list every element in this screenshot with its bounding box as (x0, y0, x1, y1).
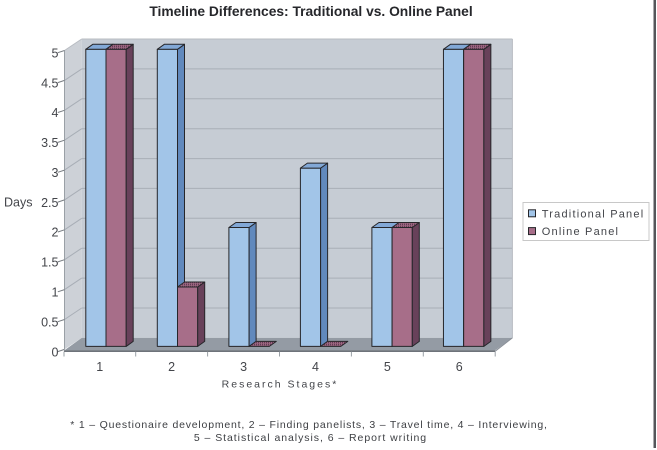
svg-text:6: 6 (456, 360, 463, 374)
svg-text:1.5: 1.5 (41, 256, 58, 270)
svg-text:4: 4 (312, 360, 319, 374)
svg-text:0: 0 (52, 345, 59, 359)
svg-text:3: 3 (52, 166, 59, 180)
svg-text:2: 2 (168, 360, 175, 374)
svg-text:5: 5 (52, 46, 59, 60)
svg-text:2: 2 (52, 226, 59, 240)
svg-text:Timeline Differences: Traditio: Timeline Differences: Traditional vs. On… (149, 4, 472, 19)
svg-text:Online Panel: Online Panel (542, 226, 619, 238)
svg-text:4: 4 (52, 106, 59, 120)
svg-text:Research Stages*: Research Stages* (222, 379, 339, 391)
svg-text:* 1 – Questionaire development: * 1 – Questionaire development, 2 – Find… (70, 419, 547, 431)
svg-text:5: 5 (384, 360, 391, 374)
svg-text:1: 1 (52, 286, 59, 300)
svg-text:2.5: 2.5 (41, 196, 58, 210)
svg-text:4.5: 4.5 (41, 76, 58, 90)
svg-text:3.5: 3.5 (41, 136, 58, 150)
svg-text:3: 3 (240, 360, 247, 374)
svg-text:0.5: 0.5 (41, 315, 58, 329)
svg-text:5 – Statistical analysis, 6 –: 5 – Statistical analysis, 6 – Report wri… (194, 432, 427, 444)
svg-text:1: 1 (96, 360, 103, 374)
svg-text:Days: Days (4, 195, 32, 209)
svg-text:Traditional Panel: Traditional Panel (542, 208, 645, 220)
